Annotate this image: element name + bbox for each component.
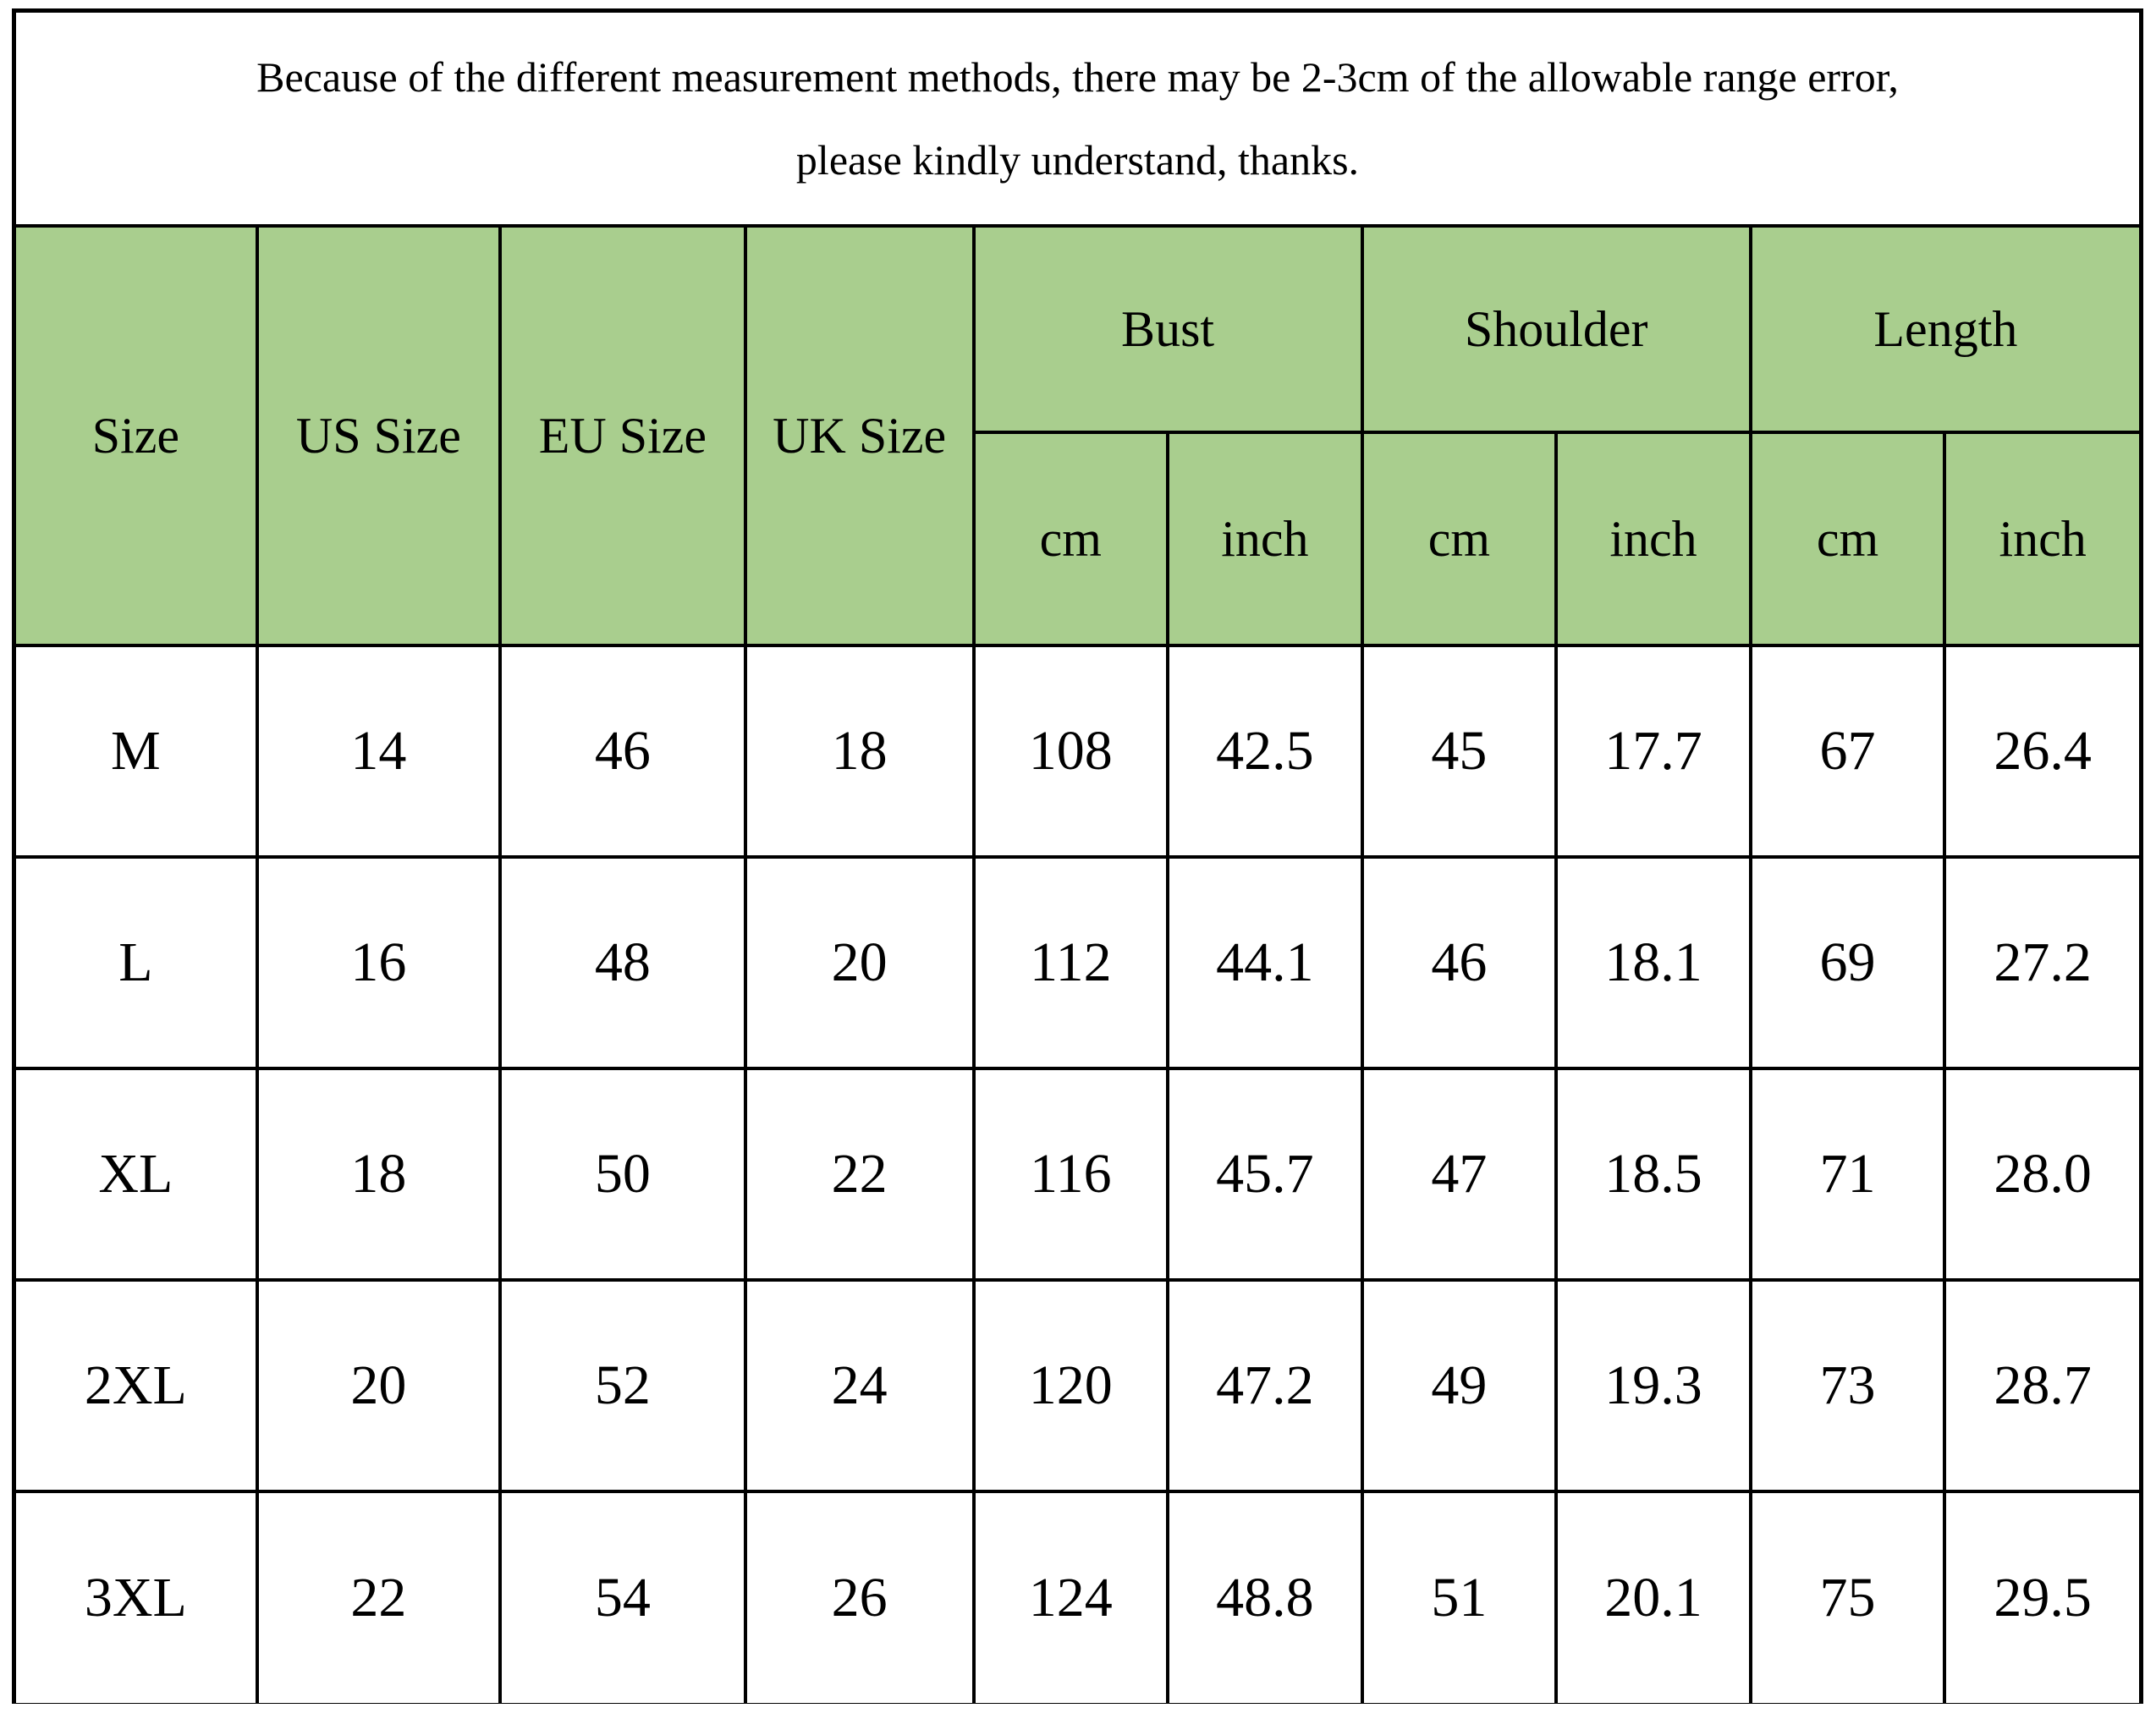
cell-bust-cm: 108 [971, 644, 1170, 859]
header-row-groups: Size US Size EU Size UK Size Bust Should… [16, 224, 2139, 647]
cell-length-cm: 69 [1748, 855, 1947, 1070]
header-shoulder: Shoulder [1360, 224, 1752, 434]
cell-bust-cm: 112 [971, 855, 1170, 1070]
cell-shoulder-cm: 46 [1360, 855, 1559, 1070]
header-size: Size [16, 224, 259, 647]
cell-uk-size: 22 [743, 1067, 976, 1282]
cell-shoulder-inch: 18.1 [1554, 855, 1752, 1070]
cell-shoulder-cm: 47 [1360, 1067, 1559, 1282]
cell-shoulder-cm: 49 [1360, 1278, 1559, 1493]
cell-length-inch: 27.2 [1943, 855, 2139, 1070]
cell-shoulder-inch: 19.3 [1554, 1278, 1752, 1493]
cell-us-size: 18 [255, 1067, 503, 1282]
cell-uk-size: 26 [743, 1490, 976, 1703]
header-length-inch: inch [1943, 431, 2139, 647]
header-length-cm: cm [1748, 431, 1947, 647]
cell-length-inch: 26.4 [1943, 644, 2139, 859]
header-bust-inch: inch [1166, 431, 1364, 647]
cell-length-cm: 73 [1748, 1278, 1947, 1493]
table-row-3xl: 3XL 22 54 26 124 48.8 51 20.1 75 29.5 [16, 1490, 2139, 1703]
table-row-l: L 16 48 20 112 44.1 46 18.1 69 27.2 [16, 855, 2139, 1070]
cell-shoulder-inch: 17.7 [1554, 644, 1752, 859]
header-shoulder-inch: inch [1554, 431, 1752, 647]
cell-shoulder-cm: 51 [1360, 1490, 1559, 1703]
cell-size: XL [16, 1067, 259, 1282]
header-uk-size: UK Size [743, 224, 976, 647]
cell-bust-inch: 48.8 [1166, 1490, 1364, 1703]
header-eu-size: EU Size [498, 224, 747, 647]
cell-uk-size: 18 [743, 644, 976, 859]
cell-length-cm: 67 [1748, 644, 1947, 859]
cell-bust-cm: 120 [971, 1278, 1170, 1493]
header-bust-cm: cm [971, 431, 1170, 647]
cell-bust-inch: 44.1 [1166, 855, 1364, 1070]
header-bust: Bust [971, 224, 1364, 434]
size-chart-panel: Because of the different measurement met… [12, 8, 2143, 1704]
size-chart-table: Size US Size EU Size UK Size Bust Should… [16, 224, 2139, 1703]
header-shoulder-cm: cm [1360, 431, 1559, 647]
cell-eu-size: 52 [498, 1278, 747, 1493]
cell-us-size: 22 [255, 1490, 503, 1703]
table-row-xl: XL 18 50 22 116 45.7 47 18.5 71 28.0 [16, 1067, 2139, 1282]
cell-eu-size: 54 [498, 1490, 747, 1703]
cell-bust-cm: 124 [971, 1490, 1170, 1703]
cell-shoulder-cm: 45 [1360, 644, 1559, 859]
disclaimer-line-2: please kindly understand, thanks. [795, 136, 1360, 184]
cell-size: M [16, 644, 259, 859]
cell-us-size: 20 [255, 1278, 503, 1493]
cell-eu-size: 46 [498, 644, 747, 859]
cell-length-cm: 75 [1748, 1490, 1947, 1703]
cell-bust-inch: 47.2 [1166, 1278, 1364, 1493]
cell-length-cm: 71 [1748, 1067, 1947, 1282]
cell-us-size: 14 [255, 644, 503, 859]
cell-eu-size: 48 [498, 855, 747, 1070]
cell-uk-size: 24 [743, 1278, 976, 1493]
cell-bust-inch: 42.5 [1166, 644, 1364, 859]
disclaimer-line-1: Because of the different measurement met… [256, 53, 1899, 101]
header-us-size: US Size [255, 224, 503, 647]
cell-uk-size: 20 [743, 855, 976, 1070]
disclaimer-note: Because of the different measurement met… [16, 13, 2139, 224]
cell-bust-cm: 116 [971, 1067, 1170, 1282]
cell-length-inch: 28.7 [1943, 1278, 2139, 1493]
cell-length-inch: 28.0 [1943, 1067, 2139, 1282]
table-row-2xl: 2XL 20 52 24 120 47.2 49 19.3 73 28.7 [16, 1278, 2139, 1493]
table-row-m: M 14 46 18 108 42.5 45 17.7 67 26.4 [16, 644, 2139, 859]
cell-shoulder-inch: 18.5 [1554, 1067, 1752, 1282]
cell-size: L [16, 855, 259, 1070]
header-length: Length [1748, 224, 2139, 434]
cell-us-size: 16 [255, 855, 503, 1070]
header-row-units: cm inch cm inch cm inch [16, 431, 2139, 647]
cell-bust-inch: 45.7 [1166, 1067, 1364, 1282]
cell-shoulder-inch: 20.1 [1554, 1490, 1752, 1703]
cell-eu-size: 50 [498, 1067, 747, 1282]
cell-length-inch: 29.5 [1943, 1490, 2139, 1703]
cell-size: 2XL [16, 1278, 259, 1493]
cell-size: 3XL [16, 1490, 259, 1703]
